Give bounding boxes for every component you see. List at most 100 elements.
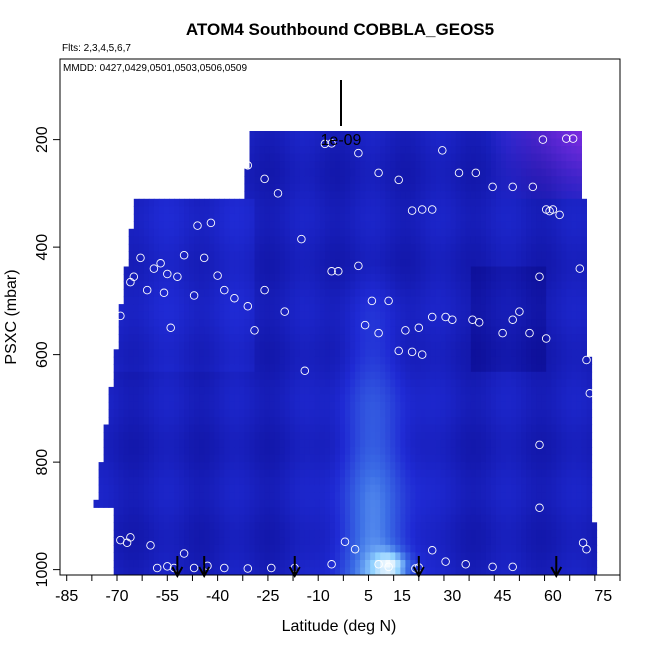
heatmap-cell [385, 379, 391, 388]
heatmap-cell [425, 334, 432, 343]
heatmap-cell [345, 274, 351, 283]
heatmap-cell [189, 198, 195, 207]
heatmap-cell [365, 409, 371, 418]
heatmap-cell [194, 552, 200, 561]
heatmap-cell [485, 289, 492, 298]
heatmap-cell [309, 296, 316, 305]
heatmap-cell [128, 424, 135, 433]
heatmap-cell [420, 386, 427, 395]
heatmap-cell [244, 176, 250, 185]
heatmap-cell [123, 311, 130, 320]
heatmap-cell [314, 537, 321, 546]
heatmap-cell [531, 176, 537, 185]
heatmap-cell [360, 146, 366, 155]
heatmap-cell [184, 341, 190, 350]
heatmap-cell [490, 161, 497, 170]
heatmap-cell [455, 469, 462, 478]
heatmap-cell [324, 567, 331, 575]
heatmap-cell [184, 356, 190, 365]
heatmap-cell [536, 522, 542, 531]
heatmap-cell [445, 311, 452, 320]
heatmap-cell [350, 477, 356, 486]
heatmap-cell [284, 266, 291, 275]
heatmap-cell [541, 296, 547, 305]
heatmap-cell [516, 266, 522, 275]
heatmap-cell [239, 266, 245, 275]
heatmap-cell [340, 417, 346, 426]
heatmap-cell [128, 567, 135, 575]
heatmap-cell [229, 484, 235, 493]
heatmap-cell [204, 349, 210, 358]
heatmap-cell [304, 281, 311, 290]
heatmap-cell [360, 221, 366, 230]
heatmap-cell [490, 191, 497, 200]
heatmap-cell [445, 417, 452, 426]
heatmap-cell [531, 492, 537, 501]
heatmap-cell [380, 183, 386, 192]
heatmap-cell [289, 499, 296, 508]
heatmap-cell [501, 259, 507, 268]
heatmap-cell [304, 432, 311, 441]
heatmap-cell [355, 477, 361, 486]
heatmap-cell [480, 183, 487, 192]
heatmap-cell [239, 289, 245, 298]
heatmap-cell [123, 266, 130, 275]
heatmap-cell [390, 311, 396, 320]
heatmap-cell [365, 484, 371, 493]
heatmap-cell [526, 266, 532, 275]
heatmap-cell [536, 417, 542, 426]
heatmap-cell [219, 424, 225, 433]
heatmap-cell [455, 356, 462, 365]
heatmap-cell [485, 236, 492, 245]
heatmap-cell [329, 228, 336, 237]
heatmap-cell [516, 492, 522, 501]
heatmap-cell [164, 243, 170, 252]
heatmap-cell [138, 371, 145, 380]
heatmap-cell [551, 146, 557, 155]
heatmap-cell [294, 454, 301, 463]
heatmap-cell [420, 191, 427, 200]
heatmap-cell [239, 469, 245, 478]
heatmap-cell [506, 544, 512, 553]
heatmap-cell [153, 289, 160, 298]
heatmap-cell [475, 213, 482, 222]
heatmap-cell [324, 131, 331, 140]
heatmap-cell [249, 499, 256, 508]
heatmap-cell [501, 560, 507, 569]
heatmap-cell [450, 409, 457, 418]
heatmap-cell [430, 251, 437, 260]
heatmap-cell [279, 424, 286, 433]
heatmap-cell [546, 341, 552, 350]
heatmap-cell [345, 424, 351, 433]
heatmap-cell [214, 364, 220, 373]
heatmap-cell [329, 311, 336, 320]
heatmap-cell [234, 236, 240, 245]
heatmap-cell [239, 537, 245, 546]
heatmap-cell [324, 206, 331, 215]
heatmap-cell [279, 537, 286, 546]
heatmap-cell [425, 153, 432, 162]
heatmap-cell [375, 529, 381, 538]
heatmap-cell [355, 394, 361, 403]
heatmap-cell [309, 432, 316, 441]
heatmap-cell [244, 183, 250, 192]
heatmap-cell [516, 401, 522, 410]
heatmap-cell [390, 168, 396, 177]
heatmap-cell [506, 168, 512, 177]
heatmap-cell [410, 439, 416, 448]
heatmap-cell [420, 266, 427, 275]
heatmap-cell [329, 567, 336, 575]
heatmap-cell [138, 304, 145, 313]
heatmap-cell [123, 484, 130, 493]
heatmap-cell [375, 447, 381, 456]
heatmap-cell [405, 417, 411, 426]
heatmap-cell [329, 544, 336, 553]
heatmap-cell [551, 213, 557, 222]
heatmap-cell [495, 198, 502, 207]
heatmap-cell [294, 334, 301, 343]
heatmap-cell [390, 243, 396, 252]
heatmap-cell [224, 259, 230, 268]
heatmap-cell [314, 552, 321, 561]
heatmap-cell [440, 567, 447, 575]
heatmap-cell [480, 341, 487, 350]
